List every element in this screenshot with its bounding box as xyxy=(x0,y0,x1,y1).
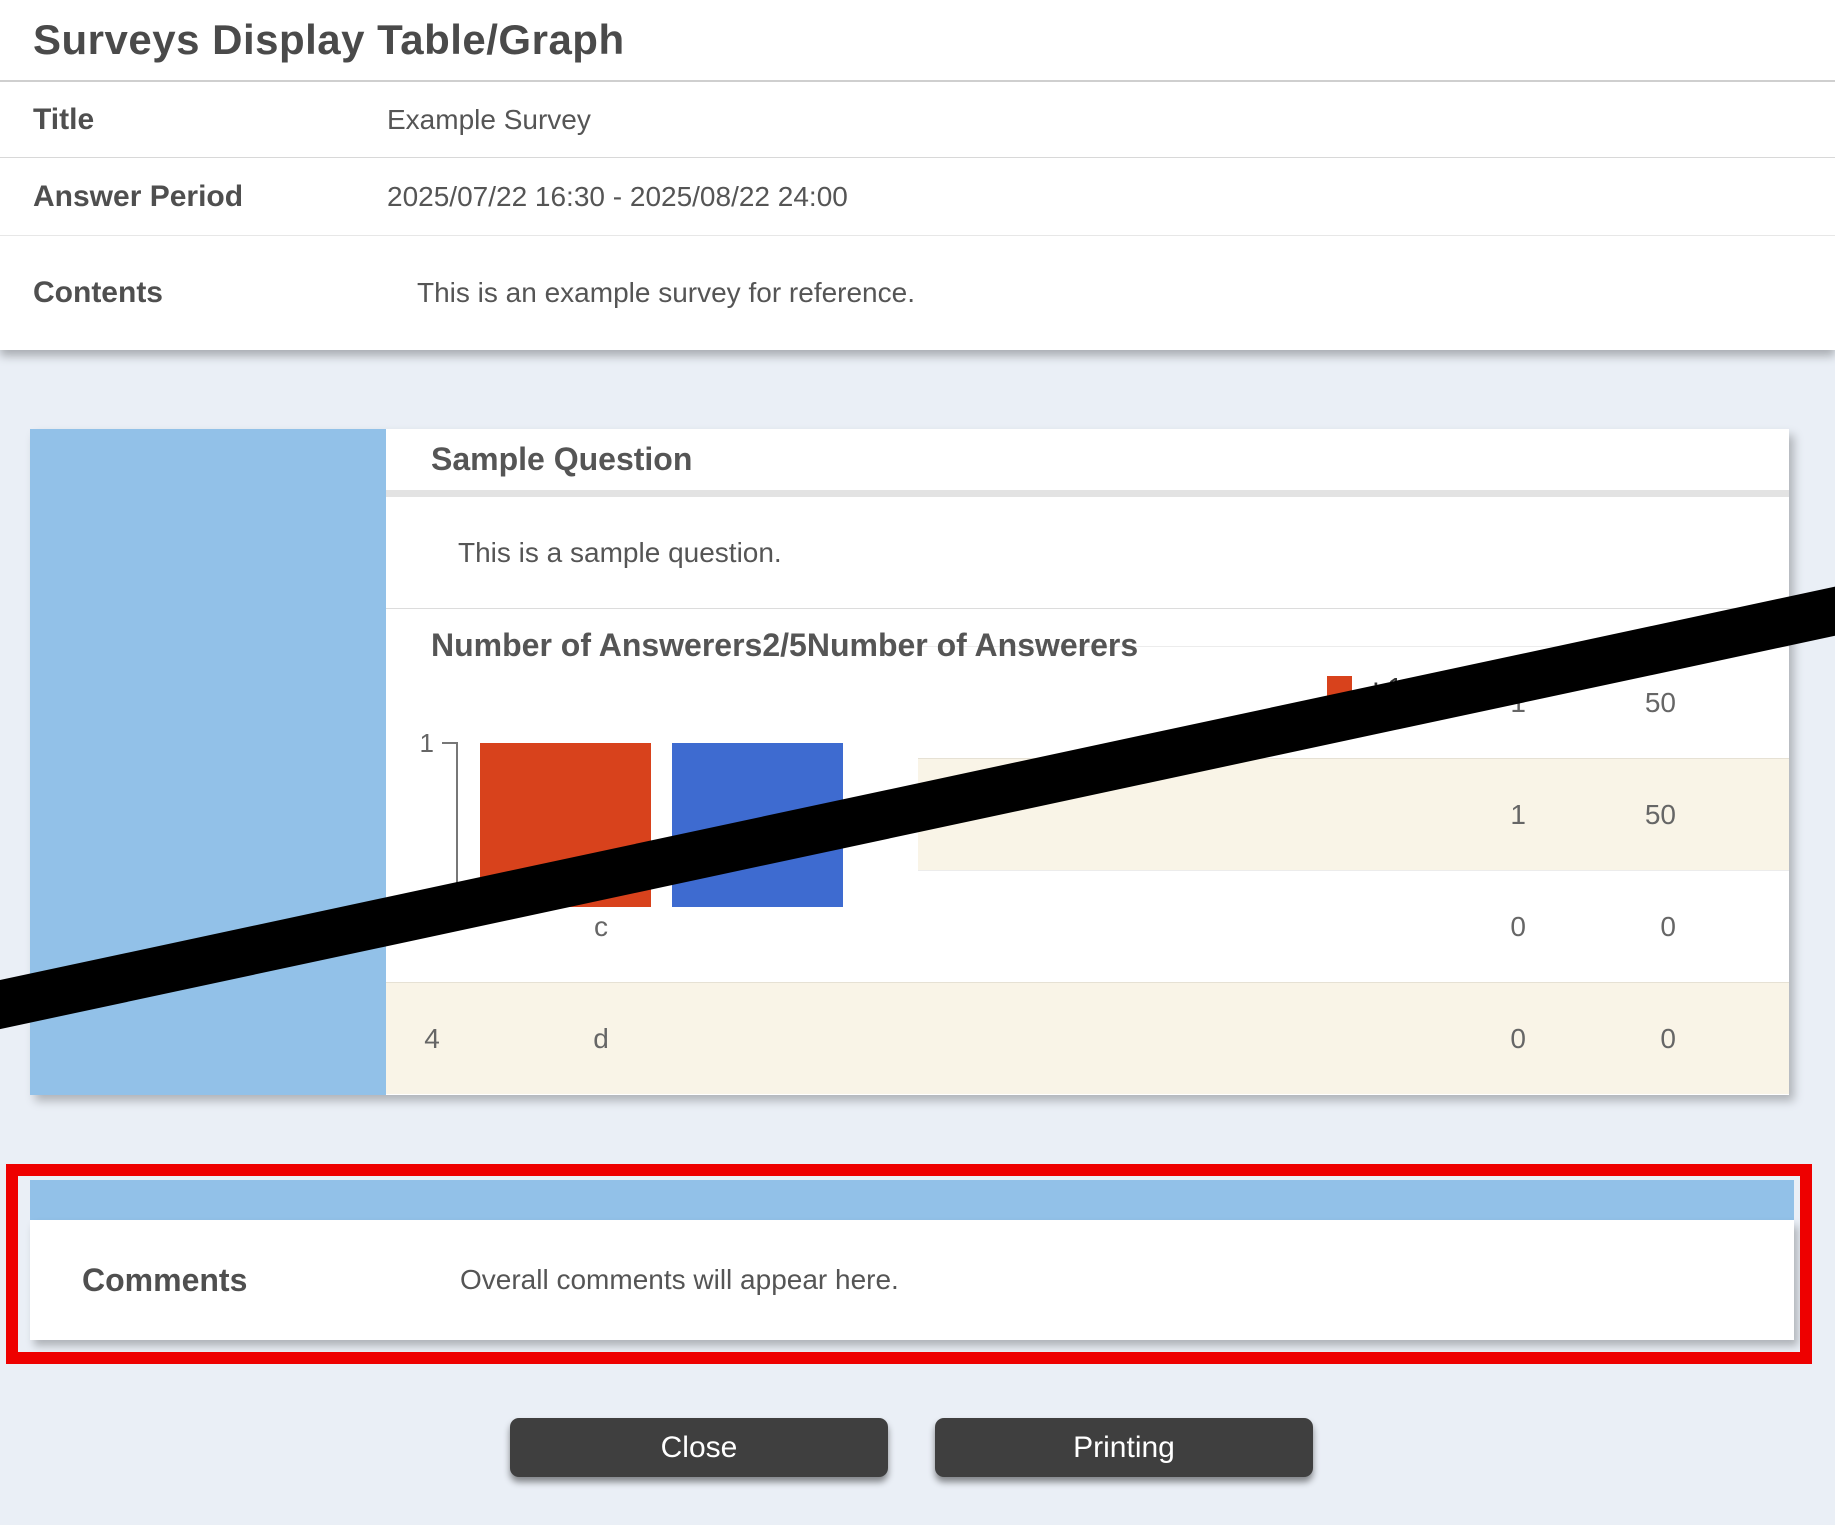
page-title: Surveys Display Table/Graph xyxy=(0,0,1835,82)
question-stats-section: 1 50 1 50 c 0 0 4 d 0 0 xyxy=(386,609,1789,1094)
printing-button[interactable]: Printing xyxy=(935,1418,1313,1477)
question-card: Sample Question This is a sample questio… xyxy=(30,429,1789,1095)
row-count: 1 xyxy=(1510,799,1526,830)
row-choice-label: d xyxy=(593,1023,609,1054)
comments-label: Comments xyxy=(82,1261,248,1298)
stats-heading: Number of Answerers2/5Number of Answerer… xyxy=(431,627,1139,663)
comments-card: Comments Overall comments will appear he… xyxy=(30,1220,1794,1340)
answer-period-row: Answer Period 2025/07/22 16:30 - 2025/08… xyxy=(0,158,1835,236)
y-axis-line xyxy=(456,742,458,907)
row-percent: 0 xyxy=(1660,911,1676,942)
y-axis-tick-label: 1 xyxy=(419,728,434,758)
survey-info-section: Surveys Display Table/Graph Title Exampl… xyxy=(0,0,1835,350)
contents-label: Contents xyxy=(33,276,163,309)
answer-period-label: Answer Period xyxy=(33,179,244,213)
row-count: 0 xyxy=(1510,1023,1526,1054)
table-row: c 0 0 xyxy=(386,870,1789,982)
title-row: Title Example Survey xyxy=(0,82,1835,158)
row-percent: 50 xyxy=(1644,799,1676,830)
contents-row: Contents This is an example survey for r… xyxy=(0,236,1835,350)
question-card-content: Sample Question This is a sample questio… xyxy=(386,429,1789,1095)
contents-value: This is an example survey for reference. xyxy=(417,277,915,308)
row-number: 4 xyxy=(424,1023,440,1054)
row-percent: 50 xyxy=(1644,687,1676,718)
table-row: 4 d 0 0 xyxy=(386,982,1789,1094)
y-axis-tick-mark xyxy=(442,742,457,744)
question-header-divider xyxy=(386,490,1789,497)
close-button[interactable]: Close xyxy=(510,1418,888,1477)
question-description: This is a sample question. xyxy=(386,497,1789,609)
question-title: Sample Question xyxy=(431,441,693,477)
row-count: 0 xyxy=(1510,911,1526,942)
comments-value: Overall comments will appear here. xyxy=(460,1264,899,1295)
title-value: Example Survey xyxy=(387,103,591,135)
answer-period-value: 2025/07/22 16:30 - 2025/08/22 24:00 xyxy=(387,180,848,212)
title-label: Title xyxy=(33,102,95,136)
comments-header-bar xyxy=(30,1180,1794,1220)
row-choice-label: c xyxy=(594,911,608,942)
row-percent: 0 xyxy=(1660,1023,1676,1054)
